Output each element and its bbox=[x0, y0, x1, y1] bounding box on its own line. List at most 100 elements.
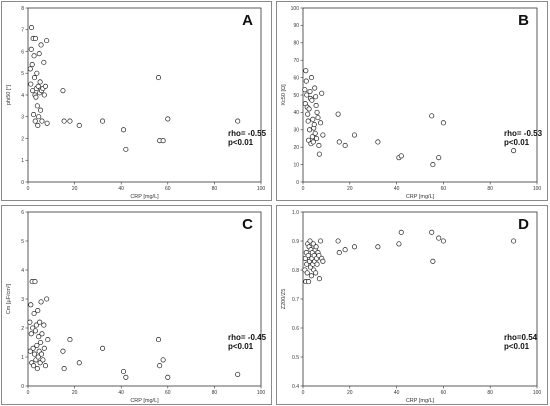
data-point bbox=[310, 116, 316, 122]
data-point bbox=[306, 279, 312, 285]
x-tick-label: 80 bbox=[212, 186, 218, 192]
y-tick-label: 1 bbox=[21, 355, 24, 361]
data-point bbox=[45, 337, 51, 343]
data-point bbox=[35, 308, 41, 314]
data-point bbox=[511, 148, 517, 154]
data-point bbox=[32, 328, 39, 334]
y-tick-label: 20 bbox=[293, 145, 299, 151]
data-point bbox=[302, 87, 308, 93]
y-tick-label: 0 bbox=[21, 180, 24, 186]
data-point bbox=[42, 363, 49, 369]
y-tick-label: 7 bbox=[21, 28, 24, 34]
x-tick-label: 40 bbox=[118, 390, 124, 396]
panel-b: 0 20 40 60 80 100 0 10 20 30 40 50 60 70 80 90 100 CRP [m… bbox=[276, 1, 548, 201]
data-point bbox=[123, 374, 129, 380]
data-point bbox=[31, 310, 37, 317]
x-tick-label: 100 bbox=[257, 186, 266, 192]
panel-a: 0 20 40 60 80 100 0 1 2 3 4 5 6 7 8 CRP [mg/L] phi50 [°]… bbox=[1, 1, 272, 201]
data-point bbox=[67, 118, 73, 124]
data-point bbox=[436, 235, 442, 241]
y-tick-label: 2 bbox=[21, 136, 24, 142]
scatter-chart-d: 0 20 40 60 80 100 0.4 0.5 0.6 0.7 0.8 0.9 1.0 CRP [mg… bbox=[281, 210, 541, 404]
y-tick-label: 0.7 bbox=[292, 297, 299, 303]
data-point bbox=[61, 118, 67, 124]
data-point bbox=[35, 83, 41, 89]
x-tick-label: 60 bbox=[165, 390, 171, 396]
y-tick-label: 0.6 bbox=[292, 326, 299, 332]
data-point bbox=[41, 59, 47, 65]
x-tick-label: 60 bbox=[441, 390, 447, 396]
data-point bbox=[36, 334, 42, 340]
data-point bbox=[27, 66, 33, 72]
y-tick-label: 0.9 bbox=[292, 239, 299, 245]
y-tick-label: 4 bbox=[21, 268, 24, 274]
data-point bbox=[155, 337, 162, 343]
y-tick-label: 10 bbox=[293, 162, 299, 168]
data-point bbox=[429, 113, 435, 119]
data-point bbox=[304, 270, 310, 276]
data-point bbox=[165, 116, 171, 122]
panel-d: 0 20 40 60 80 100 0.4 0.5 0.6 0.7 0.8 0.9 1.0 CRP [mg… bbox=[276, 205, 548, 405]
scatter-chart-a: 0 20 40 60 80 100 0 1 2 3 4 5 6 7 8 CRP [mg/L] phi50 [°]… bbox=[6, 6, 267, 200]
data-point bbox=[307, 127, 313, 133]
data-point bbox=[38, 107, 44, 113]
data-point bbox=[303, 68, 309, 74]
rho-annotation: rho= -0.53 bbox=[504, 129, 543, 138]
plot-frame bbox=[27, 7, 262, 183]
data-point bbox=[32, 35, 39, 42]
y-tick-label: 90 bbox=[293, 23, 299, 29]
x-tick-label: 100 bbox=[533, 186, 542, 192]
data-point bbox=[28, 46, 34, 52]
data-point bbox=[38, 299, 44, 305]
data-point bbox=[44, 120, 50, 126]
y-tick-label: 0 bbox=[21, 384, 24, 390]
y-tick-label: 80 bbox=[293, 41, 299, 47]
x-tick-label: 0 bbox=[27, 390, 30, 396]
data-point bbox=[313, 94, 319, 100]
data-point bbox=[308, 273, 314, 279]
data-point bbox=[31, 112, 37, 118]
x-axis-label: CRP [mg/L] bbox=[130, 398, 159, 404]
data-point bbox=[396, 241, 402, 247]
data-point bbox=[307, 88, 313, 95]
x-tick-label: 0 bbox=[302, 390, 305, 396]
data-point bbox=[36, 114, 42, 120]
y-tick-label: 30 bbox=[293, 128, 299, 134]
data-point bbox=[37, 79, 43, 85]
x-tick-label: 40 bbox=[394, 186, 400, 192]
data-point bbox=[430, 162, 436, 168]
data-point bbox=[314, 135, 320, 142]
y-axis-label: Xc50 [Ω] bbox=[281, 84, 287, 106]
data-point bbox=[38, 339, 44, 346]
data-point bbox=[511, 238, 517, 244]
y-tick-label: 60 bbox=[293, 75, 299, 81]
y-tick-label: 1.0 bbox=[292, 210, 299, 216]
data-point bbox=[398, 229, 404, 235]
rho-annotation: rho= -0.45 bbox=[228, 333, 267, 342]
rho-annotation: rho=0.54 bbox=[504, 333, 538, 342]
plot-frame bbox=[27, 211, 262, 387]
data-point bbox=[317, 238, 324, 244]
panel-letter: D bbox=[518, 216, 529, 233]
data-point bbox=[165, 374, 171, 380]
y-tick-label: 0.8 bbox=[292, 268, 299, 274]
data-point bbox=[160, 357, 166, 363]
data-point bbox=[160, 138, 166, 144]
x-tick-label: 80 bbox=[487, 390, 493, 396]
data-point bbox=[60, 348, 66, 354]
data-point bbox=[335, 111, 341, 117]
data-point bbox=[33, 94, 39, 100]
data-point bbox=[44, 296, 50, 302]
data-point bbox=[235, 371, 241, 377]
data-point bbox=[31, 75, 38, 81]
data-point bbox=[31, 53, 37, 59]
data-point bbox=[28, 331, 34, 337]
data-point bbox=[38, 42, 44, 48]
data-point bbox=[120, 368, 127, 375]
data-point bbox=[35, 122, 41, 129]
data-point bbox=[306, 137, 312, 143]
data-point bbox=[310, 139, 316, 145]
y-tick-label: 0 bbox=[296, 180, 299, 186]
data-point bbox=[31, 363, 37, 369]
data-point bbox=[155, 75, 162, 81]
